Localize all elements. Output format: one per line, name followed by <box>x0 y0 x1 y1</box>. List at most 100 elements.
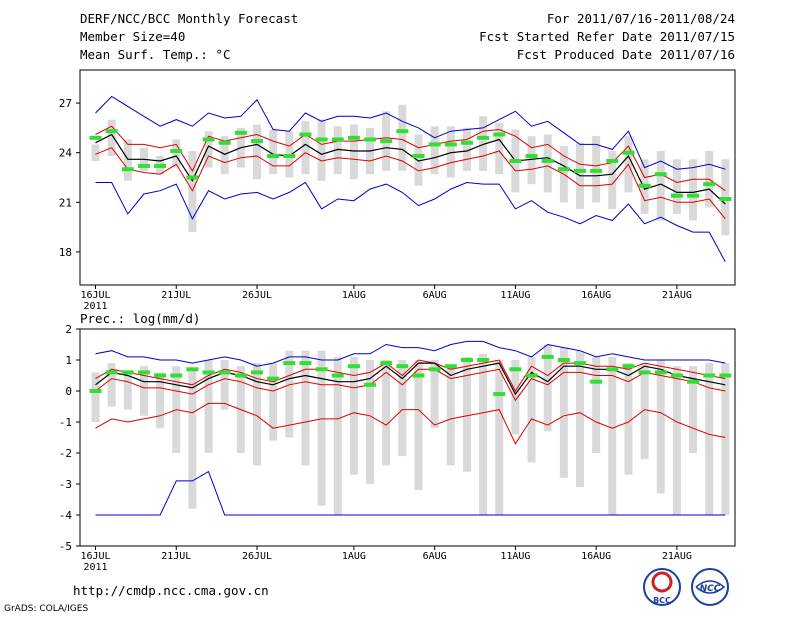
temp-observed-marker <box>234 130 247 135</box>
prec-observed-marker <box>364 382 377 387</box>
prec-spread-bar <box>333 356 342 515</box>
prec-observed-marker <box>444 364 457 369</box>
temp-observed-marker <box>541 158 554 163</box>
prec-spread-bar <box>640 363 649 460</box>
prec-observed-marker <box>396 364 409 369</box>
prec-observed-marker <box>202 370 215 375</box>
prec-spread-bar <box>576 350 584 488</box>
temp-spread-bar <box>220 136 229 175</box>
prec-spread-bar <box>721 363 730 515</box>
temp-observed-marker <box>525 154 538 158</box>
prec-mean-line <box>95 362 726 396</box>
temp-spread-bar <box>317 119 326 181</box>
temp-spread-bar <box>608 151 617 209</box>
grads-credit: GrADS: COLA/IGES <box>4 604 89 614</box>
prec-xtick-label: 11AUG <box>500 551 530 562</box>
prec-spread-bar <box>559 347 568 478</box>
prec-observed-marker <box>186 367 199 372</box>
prec-spread-bar <box>156 372 165 429</box>
temp-observed-marker <box>170 149 183 154</box>
prec-xtick-label: 21JUL <box>161 551 191 562</box>
temp-spread-bar <box>333 126 342 175</box>
prec-spread-bar <box>91 372 100 422</box>
prec-spread-bar <box>592 356 601 453</box>
prec-xtick-label: 16AUG <box>581 551 611 562</box>
prec-ytick-label: 2 <box>65 323 72 336</box>
forecast-produced-date: Fcst Produced Date 2011/07/16 <box>516 47 735 62</box>
prec-observed-marker <box>574 361 586 366</box>
prec-ytick-label: -3 <box>59 478 72 491</box>
temp-mean-line <box>95 133 726 205</box>
prec-spread-bar <box>204 360 213 453</box>
prec-spread-bar <box>398 360 407 457</box>
temp-observed-marker <box>493 132 506 137</box>
temp-observed-marker <box>105 129 118 134</box>
prec-observed-marker <box>299 361 312 366</box>
prec-observed-marker <box>493 392 506 397</box>
temp-xtick-label: 11AUG <box>500 290 530 301</box>
prec-observed-marker <box>460 358 473 362</box>
temp-spread-bar <box>479 116 488 171</box>
temp-spread-bar <box>301 121 310 175</box>
temp-observed-marker <box>202 137 215 142</box>
prec-observed-marker <box>703 373 716 378</box>
prec-spread-bar <box>366 360 375 484</box>
prec-observed-marker <box>331 373 344 378</box>
temp-observed-marker <box>670 193 683 198</box>
prec-min_std-line <box>95 402 726 445</box>
prec-spread-bar <box>285 350 294 438</box>
prec-observed-marker <box>557 358 570 362</box>
prec-spread-bar <box>123 372 132 410</box>
prec-ytick-label: 0 <box>65 385 72 398</box>
prec-observed-marker <box>622 364 635 369</box>
prec-spread-bar <box>139 366 148 416</box>
prec-spread-bar <box>608 356 617 515</box>
prec-spread-bar <box>462 356 471 472</box>
temp-observed-marker <box>154 163 167 168</box>
temp-xtick-label: 16AUG <box>581 290 611 301</box>
prec-spread-bar <box>656 360 665 494</box>
prec-max-line <box>95 340 726 367</box>
prec-ytick-label: -1 <box>59 416 72 429</box>
prec-observed-marker <box>638 370 651 375</box>
temp-xtick-year: 2011 <box>83 301 107 312</box>
prec-observed-marker <box>380 361 393 366</box>
bcc-logo-text: BCC <box>653 596 671 605</box>
prec-upper-line <box>95 359 726 392</box>
temp-ytick-label: 24 <box>59 147 73 160</box>
prec-spread-bar <box>543 344 552 432</box>
temp-spread-bar <box>398 104 407 171</box>
temp-xtick-label: 16JUL <box>80 290 110 301</box>
temp-observed-marker <box>460 140 473 145</box>
temp-observed-marker <box>557 167 570 172</box>
prec-observed-marker <box>670 373 683 378</box>
precip-panel-title: Prec.: log(mm/d) <box>80 311 201 326</box>
prec-spread-bar <box>446 366 455 466</box>
prec-observed-marker <box>541 354 554 359</box>
prec-observed-marker <box>719 373 732 378</box>
prec-observed-marker <box>251 370 263 375</box>
prec-observed-marker <box>606 367 619 372</box>
temp-spread-bar <box>349 124 358 180</box>
prec-observed-marker <box>654 370 667 375</box>
prec-ytick-label: 1 <box>65 354 72 367</box>
prec-observed-marker <box>137 370 150 375</box>
temp-spread-bar <box>689 159 698 221</box>
temp-observed-marker <box>186 175 199 180</box>
prec-plot-frame <box>79 328 736 547</box>
temp-spread-bar <box>204 131 213 168</box>
temp-plot-frame <box>79 69 736 286</box>
temp-spread-bar <box>107 119 116 156</box>
prec-ytick-label: -4 <box>59 509 73 522</box>
footer-url[interactable]: http://cmdp.ncc.cma.gov.cn <box>73 583 269 598</box>
temp-observed-marker <box>606 158 619 163</box>
temp-observed-marker <box>218 140 231 145</box>
temp-max-line <box>95 95 726 170</box>
temp-observed-marker <box>622 150 635 155</box>
prec-observed-marker <box>687 379 700 384</box>
prec-observed-marker <box>170 373 183 378</box>
prec-spread-bar <box>188 369 197 509</box>
temp-observed-marker <box>137 163 150 168</box>
prec-observed-marker <box>477 358 490 362</box>
